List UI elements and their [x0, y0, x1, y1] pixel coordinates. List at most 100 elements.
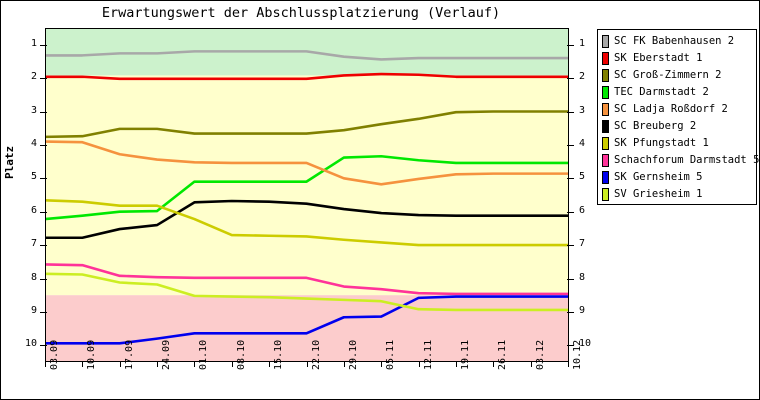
x-tick-mark-14: [568, 362, 569, 367]
legend-item-3[interactable]: TEC Darmstadt 2: [602, 84, 753, 101]
plot-area: [45, 28, 569, 362]
x-tick-label-12: 26.11: [497, 339, 509, 370]
legend-item-label: TEC Darmstadt 2: [614, 86, 709, 98]
y-tick-mark-right-8: [567, 278, 574, 280]
legend-item-9[interactable]: SV Griesheim 1: [602, 186, 753, 203]
y-tick-label-left-7: 7: [30, 238, 37, 250]
y-tick-label-right-3: 3: [579, 104, 586, 116]
legend-item-7[interactable]: Schachforum Darmstadt 5: [602, 152, 759, 169]
series-line-9: [45, 272, 568, 312]
x-tick-mark-8: [343, 362, 345, 367]
y-tick-mark-left-4: [40, 144, 47, 146]
y-tick-mark-right-9: [567, 311, 574, 313]
x-tick-mark-9: [381, 362, 383, 367]
legend-swatch-icon-8: [602, 171, 609, 184]
y-tick-mark-right-3: [567, 111, 574, 113]
x-tick-label-0: 03.09: [49, 339, 60, 370]
legend-item-label: SK Eberstadt 1: [614, 52, 703, 64]
x-tick-label-1: 10.09: [86, 339, 98, 370]
legend-item-8[interactable]: SK Gernsheim 5: [602, 169, 753, 186]
x-tick-mark-2: [119, 362, 121, 367]
legend-item-label: SC Ladja Roßdorf 2: [614, 103, 728, 115]
legend-item-label: SK Pfungstadt 1: [614, 137, 709, 149]
y-tick-label-left-1: 1: [30, 37, 37, 49]
x-tick-mark-13: [530, 362, 532, 367]
legend-swatch-icon-4: [602, 103, 609, 116]
y-tick-label-right-2: 2: [579, 71, 586, 83]
x-tick-label-9: 05.11: [385, 339, 397, 370]
legend-item-5[interactable]: SC Breuberg 2: [602, 118, 753, 135]
legend-item-6[interactable]: SK Pfungstadt 1: [602, 135, 753, 152]
chart-title: Erwartungswert der Abschlussplatzierung …: [101, 5, 501, 21]
series-line-3: [45, 154, 568, 221]
legend-item-0[interactable]: SC FK Babenhausen 2: [602, 33, 753, 50]
y-tick-mark-right-7: [567, 245, 574, 247]
series-line-1: [45, 72, 568, 81]
x-tick-label-7: 22.10: [310, 339, 322, 370]
y-tick-label-right-8: 8: [579, 271, 586, 283]
y-tick-mark-right-6: [567, 211, 574, 213]
x-tick-label-3: 24.09: [161, 339, 173, 370]
legend-item-label: SK Gernsheim 5: [614, 171, 703, 183]
x-tick-mark-1: [82, 362, 84, 367]
series-line-8: [45, 295, 568, 345]
y-tick-label-right-10: 10: [579, 338, 592, 350]
x-tick-mark-5: [231, 362, 233, 367]
series-line-6: [45, 199, 568, 247]
y-tick-label-left-2: 2: [30, 71, 37, 83]
x-tick-mark-12: [493, 362, 495, 367]
y-tick-mark-right-5: [567, 178, 574, 180]
legend-item-label: SC FK Babenhausen 2: [614, 35, 735, 47]
chart-legend: SC FK Babenhausen 2 SK Eberstadt 1 SC Groß…: [597, 29, 759, 205]
y-tick-mark-right-4: [567, 144, 574, 146]
y-tick-mark-left-6: [40, 211, 47, 213]
y-tick-label-left-8: 8: [30, 271, 37, 283]
y-tick-label-right-4: 4: [579, 137, 586, 149]
y-tick-label-right-5: 5: [579, 171, 586, 183]
y-tick-label-right-9: 9: [579, 304, 586, 316]
y-tick-mark-left-3: [40, 111, 47, 113]
legend-item-1[interactable]: SK Eberstadt 1: [602, 50, 753, 67]
x-tick-mark-6: [269, 362, 271, 367]
y-tick-mark-left-5: [40, 178, 47, 180]
legend-item-2[interactable]: SC Groß-Zimmern 2: [602, 67, 753, 84]
y-tick-label-left-4: 4: [30, 137, 37, 149]
y-tick-label-right-1: 1: [579, 37, 586, 49]
y-tick-mark-left-10: [40, 345, 47, 347]
series-line-2: [45, 110, 568, 139]
y-tick-label-left-10: 10: [24, 338, 37, 350]
x-tick-label-2: 17.09: [123, 339, 135, 370]
band-relegation-zone: [45, 295, 569, 362]
series-line-7: [45, 263, 568, 296]
legend-item-label: SC Breuberg 2: [614, 120, 697, 132]
y-tick-mark-right-2: [567, 78, 574, 80]
y-tick-mark-right-10: [567, 345, 574, 347]
legend-item-4[interactable]: SC Ladja Roßdorf 2: [602, 101, 753, 118]
y-tick-mark-left-2: [40, 78, 47, 80]
legend-swatch-icon-2: [602, 69, 609, 82]
y-tick-label-left-9: 9: [30, 304, 37, 316]
legend-swatch-icon-0: [602, 35, 609, 48]
y-tick-mark-left-1: [40, 44, 47, 46]
band-mid-zone: [45, 75, 569, 296]
y-tick-label-left-5: 5: [30, 171, 37, 183]
x-tick-mark-3: [157, 362, 159, 367]
legend-swatch-icon-3: [602, 86, 609, 99]
y-tick-mark-left-9: [40, 311, 47, 313]
y-tick-label-right-6: 6: [579, 204, 586, 216]
series-line-5: [45, 199, 568, 240]
x-tick-label-8: 29.10: [347, 339, 359, 370]
x-tick-label-13: 03.12: [534, 339, 546, 370]
y-tick-label-right-7: 7: [579, 238, 586, 250]
x-tick-label-14: 10.12: [572, 339, 583, 370]
x-tick-mark-10: [418, 362, 420, 367]
x-tick-mark-4: [194, 362, 196, 367]
series-line-4: [45, 140, 568, 186]
legend-item-label: Schachforum Darmstadt 5: [614, 154, 760, 166]
y-tick-mark-left-8: [40, 278, 47, 280]
series-line-0: [45, 50, 568, 61]
x-tick-mark-11: [455, 362, 457, 367]
chart-svg: [45, 28, 569, 362]
y-tick-mark-right-1: [567, 44, 574, 46]
x-tick-mark-0: [45, 362, 46, 367]
